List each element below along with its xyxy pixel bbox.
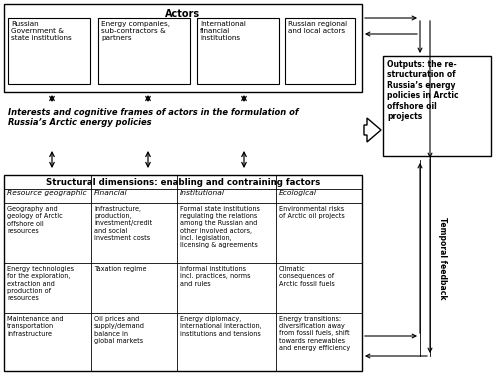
Text: Formal state institutions
regulating the relations
among the Russian and
other i: Formal state institutions regulating the… bbox=[180, 206, 260, 248]
Text: Infrastructure,
production,
investment/credit
and social
investment costs: Infrastructure, production, investment/c… bbox=[94, 206, 152, 241]
Text: Institutional: Institutional bbox=[180, 190, 225, 196]
Text: Informal institutions
incl. practices, norms
and rules: Informal institutions incl. practices, n… bbox=[180, 266, 250, 287]
Polygon shape bbox=[364, 118, 381, 142]
Text: Structural dimensions: enabling and contraining factors: Structural dimensions: enabling and cont… bbox=[46, 178, 320, 187]
Bar bbox=[197, 18, 279, 84]
Text: Actors: Actors bbox=[166, 9, 200, 19]
Text: Energy technologies
for the exploration,
extraction and
production of
resources: Energy technologies for the exploration,… bbox=[7, 266, 74, 301]
Text: Outputs: the re-
structuration of
Russia’s energy
policies in Arctic
offshore oi: Outputs: the re- structuration of Russia… bbox=[387, 60, 458, 121]
Text: Russian regional
and local actors: Russian regional and local actors bbox=[288, 21, 347, 34]
Bar bbox=[4, 4, 362, 92]
Text: Interests and cognitive frames of actors in the formulation of
Russia’s Arctic e: Interests and cognitive frames of actors… bbox=[8, 108, 298, 127]
Text: International
financial
institutions: International financial institutions bbox=[200, 21, 246, 41]
Text: Temporal feedback: Temporal feedback bbox=[438, 217, 447, 299]
Text: Energy transitions:
diversification away
from fossil fuels, shift
towards renewa: Energy transitions: diversification away… bbox=[279, 316, 350, 351]
Text: Energy companies,
sub-contractors &
partners: Energy companies, sub-contractors & part… bbox=[101, 21, 170, 41]
Bar bbox=[285, 18, 355, 84]
Text: Geography and
geology of Arctic
offshore oil
resources: Geography and geology of Arctic offshore… bbox=[7, 206, 63, 234]
Text: Financial: Financial bbox=[94, 190, 128, 196]
Bar bbox=[383, 56, 491, 156]
Text: Oil prices and
supply/demand
balance in
global markets: Oil prices and supply/demand balance in … bbox=[94, 316, 145, 344]
Text: Climatic
consequences of
Arctic fossil fuels: Climatic consequences of Arctic fossil f… bbox=[279, 266, 335, 287]
Text: Maintenance and
transportation
infrastructure: Maintenance and transportation infrastru… bbox=[7, 316, 64, 337]
Text: Ecological: Ecological bbox=[279, 190, 317, 196]
Text: Taxation regime: Taxation regime bbox=[94, 266, 146, 272]
Text: Resource geographic: Resource geographic bbox=[7, 190, 86, 196]
Text: Energy diplomacy,
international interaction,
institutions and tensions: Energy diplomacy, international interact… bbox=[180, 316, 262, 337]
Bar bbox=[98, 18, 190, 84]
Text: Russian
Government &
state institutions: Russian Government & state institutions bbox=[11, 21, 72, 41]
Bar bbox=[8, 18, 90, 84]
Text: Environmental risks
of Arctic oil projects: Environmental risks of Arctic oil projec… bbox=[279, 206, 345, 219]
Bar bbox=[4, 175, 362, 371]
